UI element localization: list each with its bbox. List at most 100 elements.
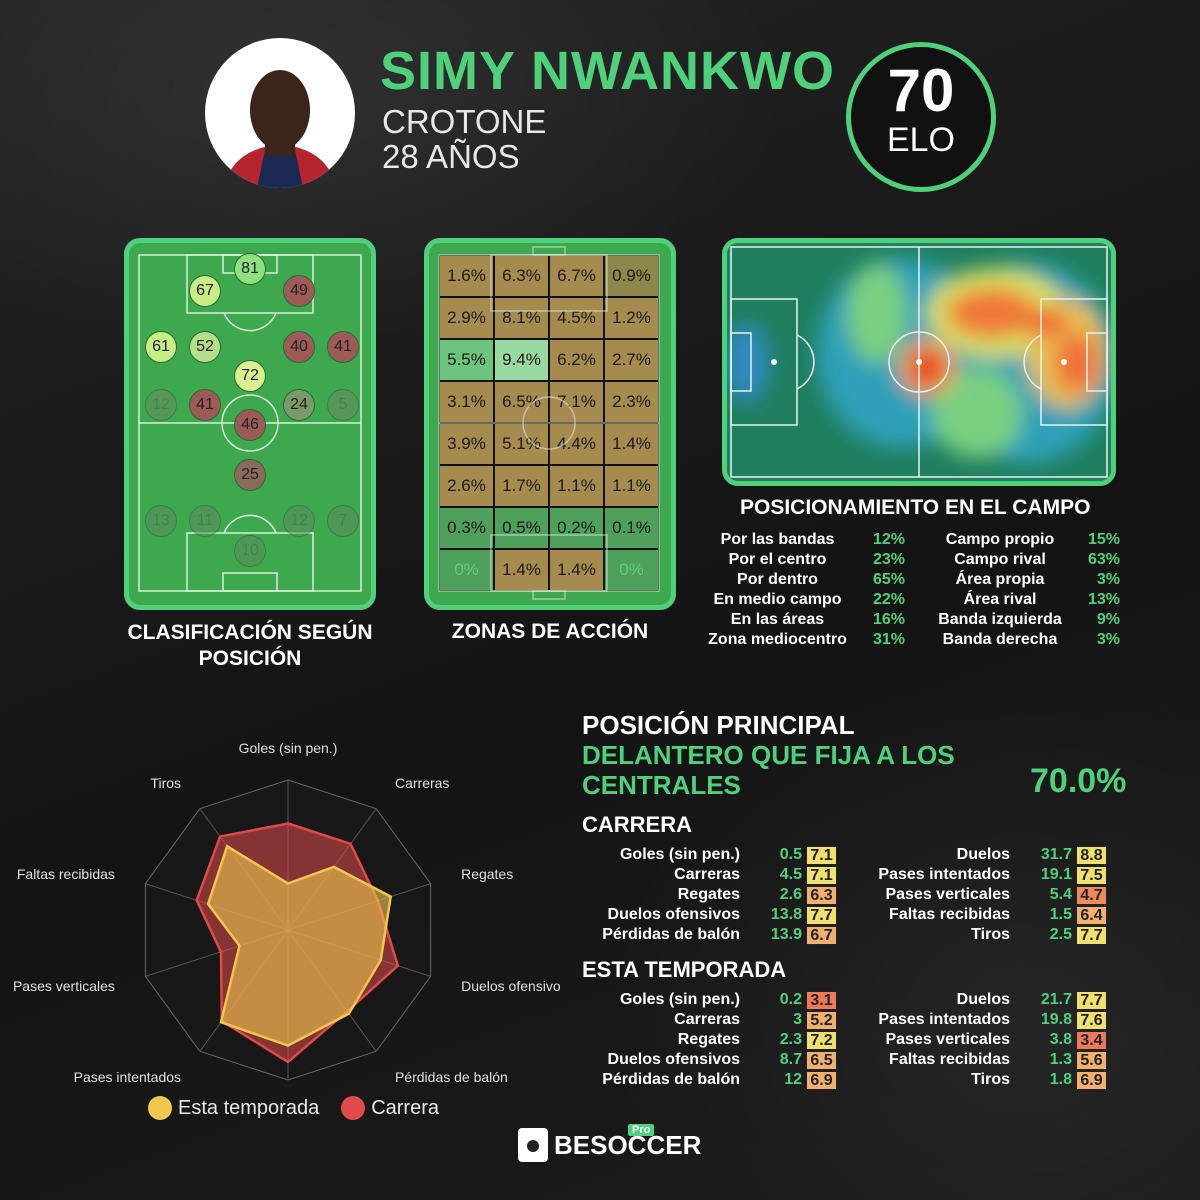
position-rating-14: 13: [145, 505, 177, 537]
stat-rating-badge: 7.7: [1076, 925, 1107, 945]
position-rating-15: 11: [189, 505, 221, 537]
position-rating-13: 25: [234, 459, 266, 491]
positioning-label: Área propia: [955, 571, 1045, 588]
stat-rating-badge: 7.1: [806, 865, 837, 885]
zone-cell: 8.1%: [494, 297, 549, 339]
zone-cell: 6.7%: [549, 255, 604, 297]
besoccer-icon: [518, 1128, 548, 1162]
positioning-value: 22%: [872, 591, 905, 608]
position-rating-16: 12: [283, 505, 315, 537]
main-position-role-1: DELANTERO QUE FIJA A LOS: [582, 740, 955, 770]
heatmap: [727, 243, 1111, 481]
player-photo: [205, 38, 355, 188]
stat-label: Duelos: [956, 846, 1010, 863]
stat-label: Carreras: [674, 866, 740, 883]
stat-row: Regates 2.6 6.3: [560, 885, 837, 905]
stat-rating-badge: 7.5: [1076, 865, 1107, 885]
zone-cell: 1.2%: [604, 297, 659, 339]
zone-cell: 9.4%: [494, 339, 549, 381]
stat-value: 4.5: [779, 866, 802, 883]
positioning-row: Área rival 13%: [930, 590, 1120, 610]
stat-rating-badge: 5.2: [806, 1010, 837, 1030]
stat-row: Faltas recibidas 1.3 5.6: [840, 1050, 1107, 1070]
positioning-row: Por dentro 65%: [700, 570, 905, 590]
brand-tag: Pro: [628, 1124, 655, 1136]
stat-rating-badge: 6.7: [806, 925, 837, 945]
position-rating-12: 46: [234, 409, 266, 441]
zone-cell: 0%: [439, 549, 494, 591]
stat-value: 0.5: [779, 846, 802, 863]
stat-value: 19.1: [1040, 866, 1072, 883]
stat-row: Regates 2.3 7.2: [560, 1030, 837, 1050]
stat-label: Carreras: [674, 1011, 740, 1028]
radar-axis-label: Carreras: [395, 775, 449, 791]
legend-season-label: Esta temporada: [178, 1096, 320, 1119]
zone-cell: 2.9%: [439, 297, 494, 339]
stat-rating-badge: 6.3: [806, 885, 837, 905]
stat-label: Duelos ofensivos: [607, 1051, 740, 1068]
positioning-label: Por dentro: [737, 571, 818, 588]
stat-value: 31.7: [1040, 846, 1072, 863]
stat-value: 5.4: [1049, 886, 1072, 903]
position-rating-1: 67: [189, 275, 221, 307]
stat-label: Duelos ofensivos: [607, 906, 740, 923]
elo-value: 70: [887, 57, 955, 124]
positioning-label: Banda derecha: [942, 631, 1058, 648]
stat-label: Faltas recibidas: [889, 1051, 1010, 1068]
stat-label: Pases verticales: [885, 1031, 1010, 1048]
stat-row: Pases intentados 19.1 7.5: [840, 865, 1107, 885]
position-rating-10: 24: [283, 389, 315, 421]
player-age: 28 AÑOS: [382, 138, 520, 175]
stat-label: Pases intentados: [878, 866, 1010, 883]
stat-value: 3.8: [1049, 1031, 1072, 1048]
zone-cell: 2.7%: [604, 339, 659, 381]
stat-row: Goles (sin pen.) 0.2 3.1: [560, 990, 837, 1010]
positioning-row: Área propia 3%: [930, 570, 1120, 590]
radar-axis-label: Tiros: [150, 775, 181, 791]
positioning-row: Campo rival 63%: [930, 550, 1120, 570]
stat-value: 2.6: [779, 886, 802, 903]
position-rating-5: 40: [283, 331, 315, 363]
position-rating-8: 12: [145, 389, 177, 421]
stat-row: Pases intentados 19.8 7.6: [840, 1010, 1107, 1030]
zones-title: ZONAS DE ACCIÓN: [451, 620, 649, 643]
stat-rating-badge: 7.1: [806, 845, 837, 865]
zone-cell: 1.4%: [549, 549, 604, 591]
position-rating-11: 5: [327, 389, 359, 421]
position-rating-4: 52: [189, 331, 221, 363]
elo-label: ELO: [886, 121, 956, 159]
positioning-label: Campo propio: [945, 531, 1055, 548]
classification-title: CLASIFICACIÓN SEGÚN POSICIÓN: [127, 621, 373, 670]
stat-value: 1.5: [1049, 906, 1072, 923]
stat-value: 2.5: [1049, 926, 1072, 943]
career-stats-left: Goles (sin pen.) 0.5 7.1 Carreras 4.5 7.1 Rega…: [560, 845, 837, 945]
positioning-value: 16%: [872, 611, 905, 628]
stat-row: Pases verticales 3.8 3.4: [840, 1030, 1107, 1050]
positioning-label: Área rival: [963, 591, 1037, 608]
zone-cell: 7.1%: [549, 381, 604, 423]
stat-row: Duelos 21.7 7.7: [840, 990, 1107, 1010]
positioning-value: 63%: [1087, 551, 1120, 568]
position-rating-9: 41: [189, 389, 221, 421]
main-position-role-2: CENTRALES: [582, 770, 741, 800]
zone-cell: 1.4%: [494, 549, 549, 591]
brand-name: BESOCCER: [554, 1129, 702, 1160]
player-name: SIMY NWANKWO: [380, 41, 835, 101]
stat-label: Duelos: [956, 991, 1010, 1008]
zone-cell: 1.4%: [604, 423, 659, 465]
radar-axis-label: Faltas recibidas: [17, 866, 115, 882]
position-rating-7: 72: [234, 360, 266, 392]
radar-axis-label: Pases verticales: [13, 978, 115, 994]
stat-rating-badge: 6.4: [1076, 905, 1107, 925]
stat-row: Carreras 4.5 7.1: [560, 865, 837, 885]
besoccer-logo: BESOCCER Pro: [518, 1124, 702, 1162]
radar-series-esta-temporada: [206, 844, 393, 1047]
season-title: ESTA TEMPORADA: [582, 957, 787, 982]
positioning-row: Por las bandas 12%: [700, 530, 905, 550]
positioning-value: 15%: [1087, 531, 1120, 548]
zone-cell: 0.2%: [549, 507, 604, 549]
zone-cell: 6.5%: [494, 381, 549, 423]
stat-rating-badge: 6.9: [806, 1070, 837, 1090]
stat-value: 3: [793, 1011, 802, 1028]
stat-value: 21.7: [1040, 991, 1072, 1008]
